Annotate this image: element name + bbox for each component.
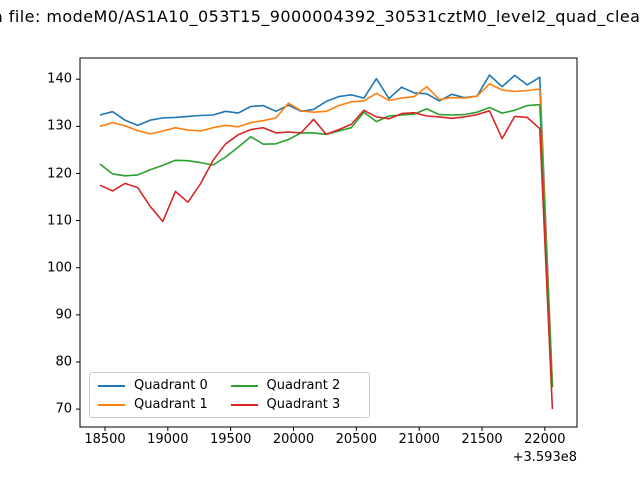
legend-line-sample-quadrant-1 xyxy=(98,403,125,406)
y-tick-label: 140 xyxy=(47,71,72,87)
series-line-quadrant-1 xyxy=(99,83,554,387)
series-line-quadrant-3 xyxy=(99,109,554,410)
legend: Quadrant 0 Quadrant 1 Quadrant 2 Quadran… xyxy=(89,372,370,418)
x-tick-label: 21500 xyxy=(461,432,503,447)
x-tick-label: 19500 xyxy=(210,432,252,447)
y-tick-label: 130 xyxy=(47,118,72,134)
x-tick-label: 18500 xyxy=(84,432,126,447)
x-tick-label: 21000 xyxy=(398,432,440,447)
x-axis-offset-label: +3.593e8 xyxy=(512,450,577,465)
legend-label: Quadrant 0 xyxy=(134,378,208,393)
legend-item-quadrant-1: Quadrant 1 xyxy=(98,397,231,412)
legend-label: Quadrant 2 xyxy=(266,378,341,393)
y-tick-label: 80 xyxy=(55,354,72,370)
plot-area-border xyxy=(79,57,578,428)
legend-item-quadrant-2: Quadrant 2 xyxy=(230,378,364,393)
legend-label: Quadrant 1 xyxy=(134,397,208,412)
x-tick-label: 19000 xyxy=(147,432,189,447)
series-line-quadrant-0 xyxy=(99,74,554,387)
y-tick-label: 100 xyxy=(47,260,72,276)
legend-item-quadrant-0: Quadrant 0 xyxy=(98,378,231,393)
series-lines xyxy=(99,74,554,410)
y-tick-label: 70 xyxy=(55,401,72,417)
y-tick-label: 120 xyxy=(47,166,72,181)
legend-item-quadrant-3: Quadrant 3 xyxy=(230,397,364,412)
x-tick-label: 20000 xyxy=(272,432,315,447)
legend-line-sample-quadrant-2 xyxy=(230,384,258,387)
axis-ticks xyxy=(76,78,546,431)
legend-line-sample-quadrant-3 xyxy=(230,403,258,406)
x-tick-label: 22000 xyxy=(524,432,566,447)
legend-label: Quadrant 3 xyxy=(266,397,341,412)
figure-title: a file: modeM0/AS1A10_053T15_9000004392_… xyxy=(0,7,640,26)
legend-line-sample-quadrant-0 xyxy=(98,384,125,387)
series-line-quadrant-2 xyxy=(99,103,554,388)
y-tick-label: 90 xyxy=(55,307,72,323)
y-tick-label: 110 xyxy=(47,213,72,229)
x-tick-label: 20500 xyxy=(335,432,377,447)
